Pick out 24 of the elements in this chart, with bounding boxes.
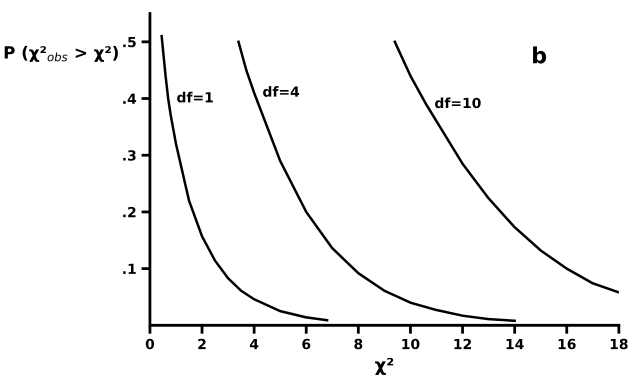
x-tick-label: 0 xyxy=(146,338,154,350)
series-label: df=4 xyxy=(263,86,300,97)
y-tick-label: .2 xyxy=(123,206,136,218)
y-tick-label: .4 xyxy=(123,94,136,104)
y-tick-label: .5 xyxy=(123,36,136,48)
x-tick-label: 16 xyxy=(558,338,576,350)
annotation: b xyxy=(533,46,546,64)
y-axis-title: P (χ²$_{obs}$ > χ²) xyxy=(4,46,118,62)
line-series xyxy=(237,40,516,322)
x-tick-label: 2 xyxy=(198,338,206,350)
x-tick-label: 14 xyxy=(506,338,524,350)
y-tick-label: .1 xyxy=(123,264,136,274)
x-tick-label: 12 xyxy=(454,338,472,350)
x-tick-label: 4 xyxy=(250,338,258,350)
line-series xyxy=(394,40,619,294)
x-tick-label: 8 xyxy=(354,338,362,350)
y-tick-label: .3 xyxy=(123,150,136,161)
x-tick-label: 18 xyxy=(610,338,628,350)
x-axis-title: χ² xyxy=(375,358,394,375)
x-tick-label: 6 xyxy=(302,338,310,350)
x-tick-label: 10 xyxy=(402,338,420,350)
series-label: df=10 xyxy=(435,97,481,108)
line-series xyxy=(160,34,328,322)
series-label: df=1 xyxy=(177,92,213,103)
